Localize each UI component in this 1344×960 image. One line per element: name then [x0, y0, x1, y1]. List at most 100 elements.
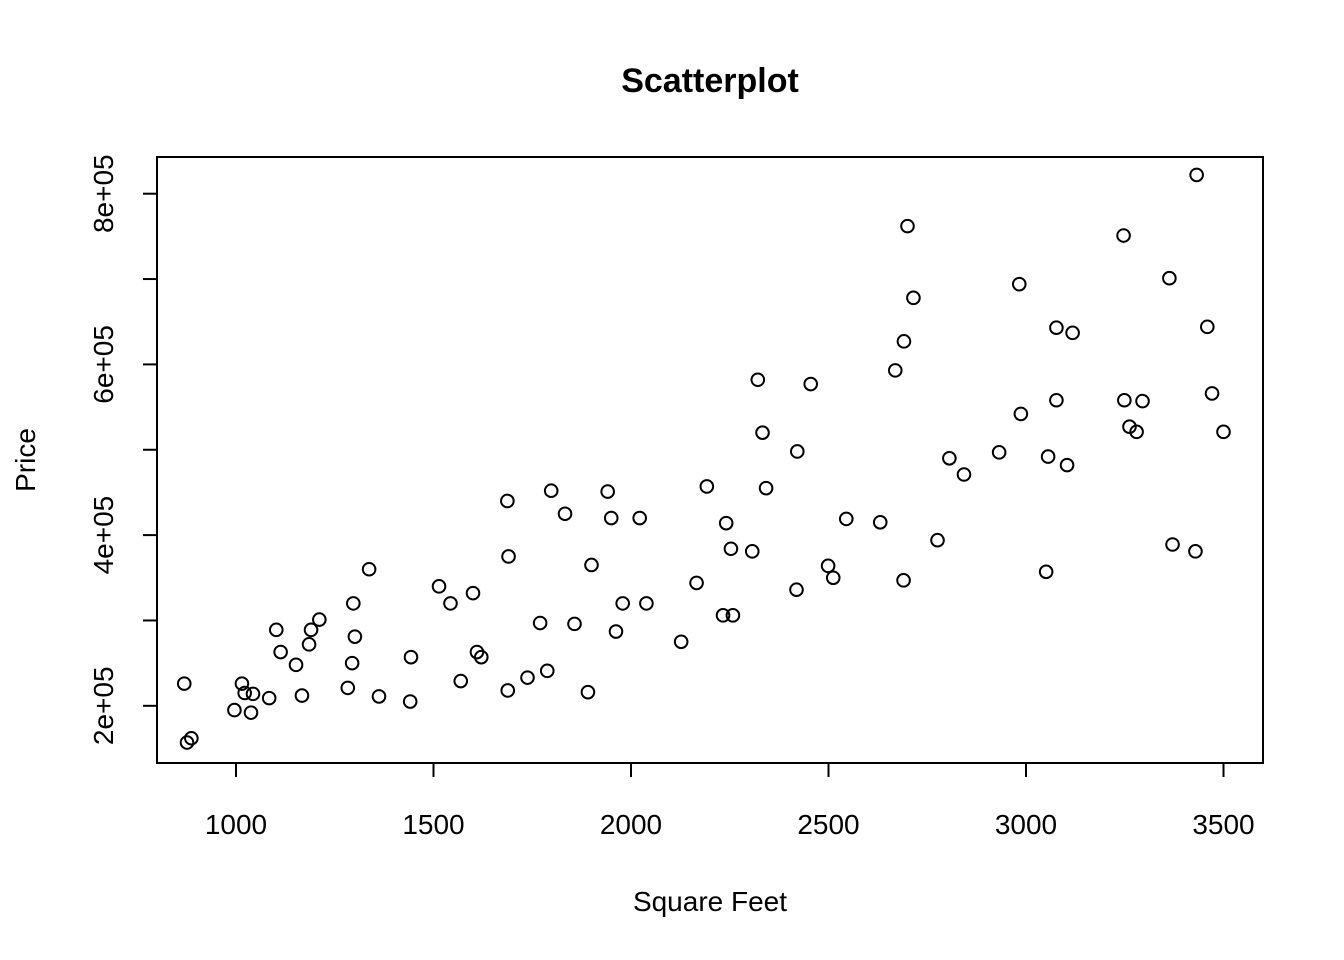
scatter-point [991, 445, 1007, 460]
scatter-point [1165, 537, 1180, 552]
y-axis-label: Price [10, 428, 41, 492]
scatter-point [294, 688, 310, 703]
scatter-point [557, 506, 573, 522]
scatter-point [930, 532, 945, 548]
y-tick-label: 4e+05 [88, 496, 119, 575]
scatter-point [789, 444, 805, 459]
scatter-point [179, 735, 195, 750]
scatter-point [361, 561, 377, 577]
scatter-point [1059, 457, 1075, 473]
scatter-point [347, 629, 363, 644]
y-tick-label: 8e+05 [88, 154, 119, 233]
scatter-point [715, 608, 731, 623]
scatter-point [755, 425, 770, 440]
scatter-point [699, 479, 715, 494]
scatter-point [608, 624, 624, 639]
x-tick-label: 1500 [402, 809, 464, 840]
scatter-point [1049, 392, 1064, 408]
scatter-point [942, 450, 957, 466]
scatter-point [520, 670, 535, 685]
scatter-point [532, 615, 548, 631]
scatter-point [789, 582, 804, 598]
scatter-point [1129, 424, 1144, 440]
scatter-point [543, 483, 559, 499]
scatter-point [344, 655, 360, 671]
scatter-point [301, 637, 317, 652]
scatter-point [1040, 449, 1056, 464]
scatter-point [340, 680, 356, 696]
scatter-point [184, 730, 199, 746]
scatter-point [956, 467, 972, 482]
scatter-point [887, 363, 903, 378]
scatter-point [1188, 544, 1203, 559]
scatter-point [825, 570, 841, 586]
scatter-point [431, 579, 447, 594]
scatter-point [1135, 393, 1150, 409]
scatter-point [403, 649, 419, 665]
scatter-point [758, 480, 774, 496]
scatter-point [465, 585, 481, 601]
scatter-point [261, 690, 277, 706]
scatter-point [234, 676, 250, 691]
scatter-point [227, 702, 242, 718]
scatter-point [1200, 319, 1215, 335]
scatter-point [744, 544, 760, 559]
scatter-point [1204, 386, 1220, 401]
scatter-point [1216, 424, 1231, 440]
x-tick-label: 3500 [1192, 809, 1254, 840]
scatter-point [1162, 270, 1177, 286]
scatter-point [453, 673, 469, 689]
scatter-point [725, 608, 741, 623]
scatter-point [615, 596, 631, 611]
scatter-point [500, 683, 516, 698]
scatter-point [473, 649, 489, 665]
scatter-point [1011, 276, 1027, 292]
scatter-point [600, 484, 615, 499]
scatter-point [243, 705, 259, 720]
chart-title: Scatterplot [621, 62, 799, 100]
scatter-point [303, 622, 319, 638]
scatter-point [896, 573, 911, 588]
x-tick-label: 1000 [205, 809, 267, 840]
y-axis: 2e+05 4e+05 6e+05 8e+05 [88, 154, 158, 745]
scatter-point [820, 558, 836, 574]
y-tick-label: 2e+05 [88, 666, 119, 745]
scatter-point [1038, 564, 1054, 580]
scatter-point [584, 557, 599, 573]
scatter-point [501, 549, 516, 564]
scatter-point [580, 684, 596, 700]
scatter-point [723, 541, 739, 557]
scatter-point [689, 575, 704, 591]
scatter-point [1065, 325, 1080, 341]
scatter-point [896, 334, 912, 349]
x-tick-label: 3000 [995, 809, 1057, 840]
scatter-point [237, 685, 252, 701]
scatter-point [632, 510, 647, 526]
data-points [176, 167, 1231, 750]
scatter-point [245, 686, 261, 702]
x-tick-label: 2000 [600, 809, 662, 840]
scatter-point [750, 372, 766, 388]
scatter-point [872, 515, 888, 530]
scatter-point [603, 510, 619, 526]
scatter-point [346, 596, 361, 611]
scatter-point [371, 689, 387, 704]
scatter-point [673, 634, 689, 650]
scatter-point [718, 515, 734, 531]
scatter-point [500, 493, 515, 509]
scatter-point [900, 218, 915, 234]
scatter-point [312, 612, 327, 627]
scatter-point [838, 511, 854, 527]
scatter-point [906, 290, 921, 306]
x-tick-label: 2500 [797, 809, 859, 840]
scatter-point [1116, 228, 1131, 243]
x-axis-label: Square Feet [633, 886, 787, 917]
scatter-point [273, 644, 288, 660]
scatter-point [1013, 406, 1029, 422]
scatter-point [539, 663, 555, 679]
x-axis: 1000 1500 2000 2500 3000 3500 [205, 762, 1255, 840]
scatter-point [288, 657, 304, 673]
scatter-point [402, 694, 418, 709]
scatter-point [268, 622, 284, 638]
